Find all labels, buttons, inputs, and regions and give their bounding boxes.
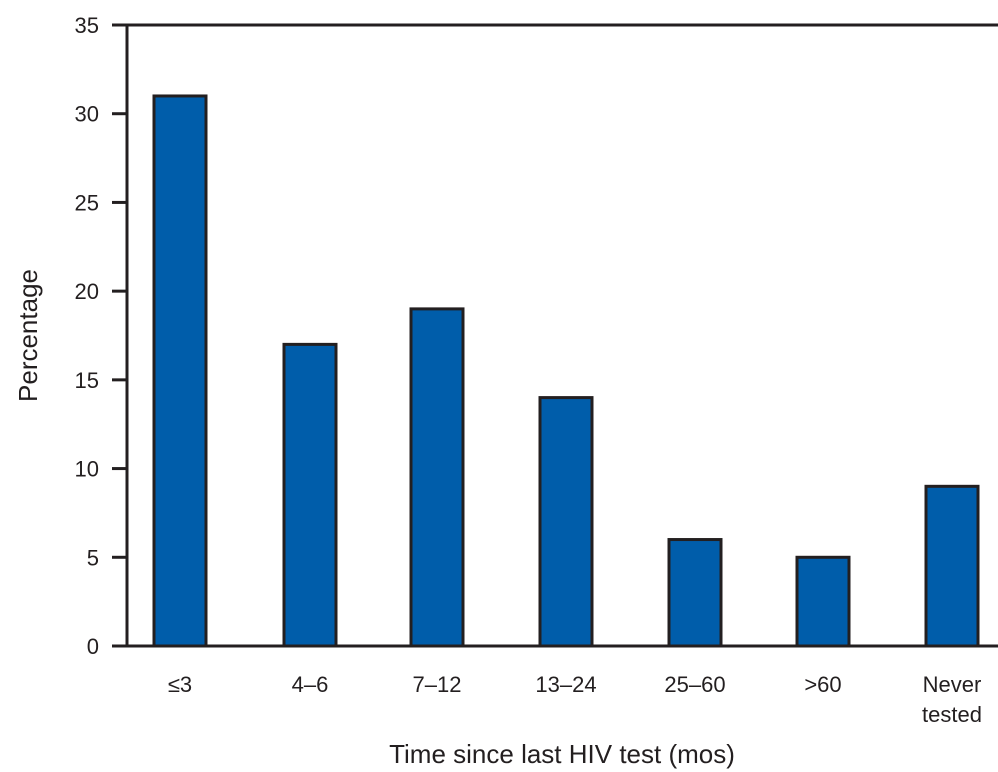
x-tick-label: 13–24 [535, 672, 596, 697]
x-tick-label: tested [922, 702, 982, 727]
x-axis-title: Time since last HIV test (mos) [389, 739, 735, 769]
x-tick-label: Never [923, 672, 982, 697]
y-tick-label: 10 [75, 457, 99, 482]
x-tick-label: ≤3 [168, 672, 192, 697]
bar [152, 94, 208, 648]
y-tick-label: 0 [87, 634, 99, 659]
y-axis-ticks: 0 5 10 15 20 25 30 35 [75, 13, 127, 659]
y-tick-label: 25 [75, 190, 99, 215]
bar [538, 396, 594, 648]
bar [924, 484, 980, 648]
y-tick-label: 30 [75, 102, 99, 127]
bar [282, 342, 338, 648]
bar [667, 538, 723, 648]
x-tick-label: 4–6 [292, 672, 329, 697]
x-tick-label: 25–60 [664, 672, 725, 697]
x-tick-label: >60 [804, 672, 841, 697]
bar [795, 555, 851, 648]
y-tick-label: 15 [75, 368, 99, 393]
y-tick-label: 35 [75, 13, 99, 38]
bar [409, 307, 465, 648]
x-tick-label: 7–12 [413, 672, 462, 697]
bars [152, 94, 980, 648]
y-tick-label: 20 [75, 279, 99, 304]
y-tick-label: 5 [87, 545, 99, 570]
y-axis-title: Percentage [13, 269, 43, 402]
x-axis-tick-labels: ≤3 4–6 7–12 13–24 25–60 >60 Never tested [168, 672, 982, 727]
